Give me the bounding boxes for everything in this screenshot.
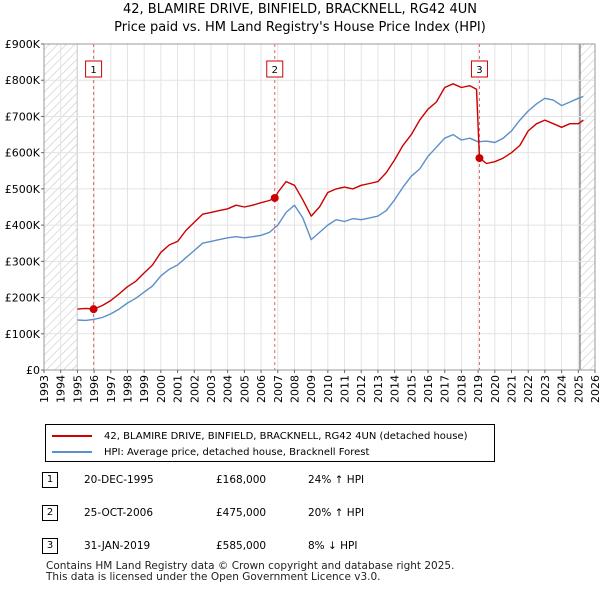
y-tick-label: £0 [26,364,40,377]
sale-point [270,193,279,202]
legend-label-property: 42, BLAMIRE DRIVE, BINFIELD, BRACKNELL, … [104,430,468,442]
x-tick-label: 2004 [222,375,235,403]
legend-swatch-property [52,435,92,437]
x-tick-label: 2012 [355,375,368,403]
sale-price: £475,000 [216,507,267,519]
x-tick-label: 2019 [472,375,485,403]
sale-label-box [85,60,103,78]
y-tick-label: £900K [5,38,41,51]
y-tick-label: £300K [5,255,41,268]
sale-price: £168,000 [216,474,267,486]
x-tick-label: 1995 [71,375,84,403]
x-tick-label: 2009 [305,375,318,403]
x-tick-label: 2007 [272,375,285,403]
x-tick-label: 1996 [88,375,101,403]
price-chart: 1 2 3 £0 £100K £200K £300K £400K £500K £600K £700… [5,38,600,403]
x-tick-label: 2010 [322,375,335,403]
x-tick-label: 2005 [238,375,251,403]
sale-point [89,305,98,314]
x-tick-label: 2022 [522,375,535,403]
x-tick-label: 2016 [422,375,435,403]
footer-notice: Contains HM Land Registry data © Crown c… [46,561,454,583]
sale-label-text: 2 [272,65,278,76]
sale-label-text: 1 [90,65,96,76]
y-tick-label: £100K [5,328,41,341]
plot-border [43,43,596,371]
x-tick-label: 2023 [539,375,552,403]
legend-item-property: 42, BLAMIRE DRIVE, BINFIELD, BRACKNELL, … [52,429,468,443]
sale-date: 25-OCT-2006 [84,507,153,519]
x-tick-label: 2006 [255,375,268,403]
sale-hpi-diff: 8% ↓ HPI [308,540,358,552]
sale-label-text: 3 [476,65,482,76]
x-tick-label: 2013 [372,375,385,403]
y-tick-label: £200K [5,292,41,305]
sale-label-box [266,60,284,78]
x-tick-label: 2024 [556,375,569,403]
x-tick-label: 2000 [155,375,168,403]
footer-line-2: This data is licensed under the Open Gov… [46,571,381,583]
sale-hpi-diff: 24% ↑ HPI [308,474,365,486]
y-tick-label: £600K [5,147,41,160]
sale-row: 3 31-JAN-2019 £585,000 8% ↓ HPI [0,536,600,556]
x-tick-label: 2011 [339,375,352,403]
sale-hpi-diff: 20% ↑ HPI [308,507,365,519]
legend-label-hpi: HPI: Average price, detached house, Brac… [104,446,370,458]
sale-number: 2 [42,505,58,521]
x-tick-label: 2008 [288,375,301,403]
y-tick-label: £700K [5,110,41,123]
x-tick-label: 2025 [572,375,585,403]
hatched-region [579,44,595,370]
y-tick-label: £500K [5,183,41,196]
x-tick-label: 1993 [38,375,51,403]
x-tick-label: 2015 [405,375,418,403]
sale-date: 20-DEC-1995 [84,474,154,486]
sale-row: 2 25-OCT-2006 £475,000 20% ↑ HPI [0,503,600,523]
sale-price: £585,000 [216,540,267,552]
y-tick-label: £800K [5,74,41,87]
hpi-series-line [77,95,584,322]
x-tick-label: 2017 [439,375,452,403]
x-tick-label: 2020 [489,375,502,403]
x-tick-label: 1994 [55,375,68,403]
x-tick-label: 2001 [172,375,185,403]
x-tick-label: 2026 [589,375,600,403]
legend-item-hpi: HPI: Average price, detached house, Brac… [52,445,369,459]
property-series-line [77,83,584,310]
chart-title: 42, BLAMIRE DRIVE, BINFIELD, BRACKNELL, … [0,0,600,37]
sale-point [475,154,484,163]
x-tick-label: 1998 [121,375,134,403]
x-tick-label: 2021 [506,375,519,403]
y-tick-label: £400K [5,219,41,232]
sale-number: 1 [42,472,58,488]
title-line-1: 42, BLAMIRE DRIVE, BINFIELD, BRACKNELL, … [122,2,478,17]
footer-line-1: Contains HM Land Registry data © Crown c… [46,560,455,572]
legend-swatch-hpi [52,451,92,453]
sale-number: 3 [42,538,58,554]
x-tick-label: 2014 [389,375,402,403]
x-tick-label: 2018 [455,375,468,403]
x-tick-label: 1999 [138,375,151,403]
x-tick-label: 2002 [188,375,201,403]
chart-legend: 42, BLAMIRE DRIVE, BINFIELD, BRACKNELL, … [45,424,495,462]
x-tick-label: 2003 [205,375,218,403]
x-tick-label: 1997 [105,375,118,403]
sale-date: 31-JAN-2019 [84,540,151,552]
sale-row: 1 20-DEC-1995 £168,000 24% ↑ HPI [0,470,600,490]
sale-label-box [470,60,488,78]
title-line-2: Price paid vs. HM Land Registry's House … [114,20,486,35]
